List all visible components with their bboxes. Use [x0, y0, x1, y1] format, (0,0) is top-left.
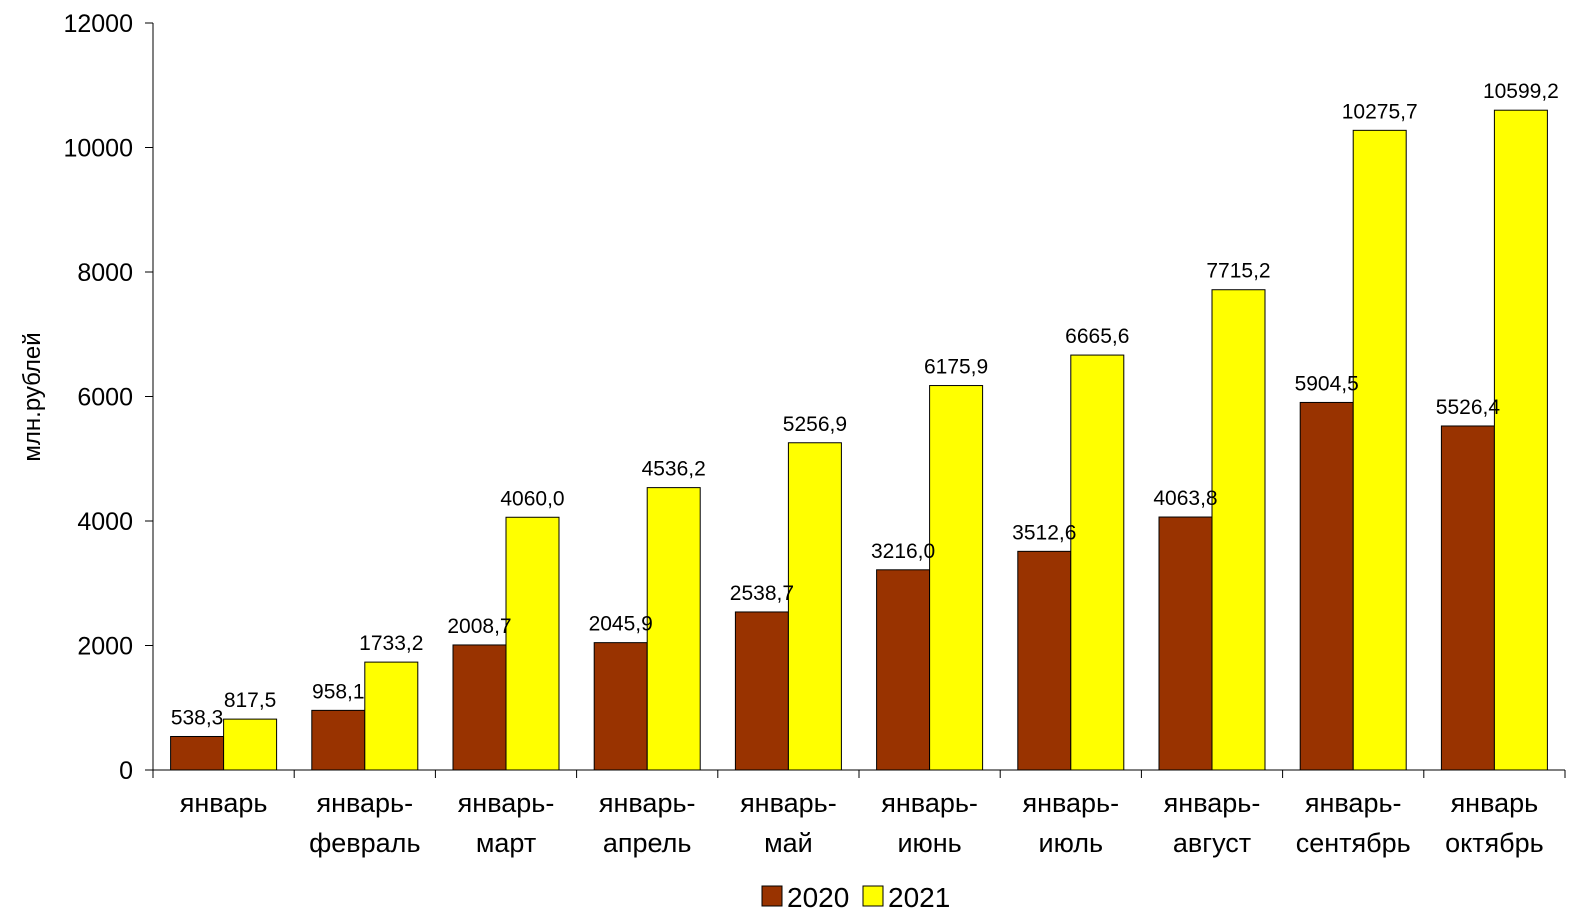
bar-2020	[593, 642, 648, 771]
data-label: 5526,4	[1436, 396, 1501, 419]
data-label: 2045,9	[589, 613, 653, 636]
bar-2021	[1352, 129, 1407, 771]
bars	[170, 109, 1548, 771]
y-axis-title: млн.рублей	[19, 332, 46, 461]
data-label: 958,1	[312, 680, 365, 703]
y-tick-label: 2000	[77, 633, 133, 661]
x-tick-label: январь-	[316, 788, 413, 818]
x-tick-label: октябрь	[1445, 828, 1544, 858]
bar-2021	[505, 516, 560, 771]
data-label: 4063,8	[1153, 487, 1217, 510]
x-tick-label: февраль	[309, 828, 420, 858]
bar-2021	[1493, 109, 1548, 771]
legend-swatch	[862, 885, 884, 907]
bar-2021	[1211, 289, 1266, 771]
bar-2021	[223, 718, 278, 771]
data-label: 2538,7	[730, 582, 794, 605]
data-label: 6175,9	[924, 356, 988, 379]
bar-2020	[311, 709, 366, 771]
y-tick-label: 12000	[63, 10, 133, 38]
bar-2021	[364, 661, 419, 771]
data-label: 3512,6	[1012, 521, 1076, 544]
bar-2020	[734, 611, 789, 771]
legend-swatch	[761, 885, 783, 907]
data-label: 2008,7	[447, 615, 511, 638]
x-tick-label: март	[476, 828, 536, 858]
x-tick-label: январь-	[458, 788, 555, 818]
legend: 2020 2021	[761, 882, 950, 913]
data-label: 3216,0	[871, 540, 935, 563]
bar-2020	[1440, 425, 1495, 771]
bar-2020	[170, 735, 225, 771]
y-axis: 0 2000 4000 6000 8000 10000 12000	[63, 10, 154, 785]
bar-2020	[876, 569, 931, 771]
bar-2021	[929, 385, 984, 771]
bar-2020	[1158, 516, 1213, 771]
bar-2020	[1299, 401, 1354, 771]
x-axis: январь январь-февраль январь-март январь-ап…	[152, 769, 1566, 858]
x-tick-label: сентябрь	[1296, 828, 1411, 858]
x-tick-label: июль	[1039, 828, 1104, 858]
x-tick-label: январь-	[1305, 788, 1402, 818]
legend-label: 2020	[787, 882, 849, 913]
bar-2021	[1070, 354, 1125, 771]
bar-2020	[452, 644, 507, 771]
bar-2021	[787, 442, 842, 771]
x-tick-label: май	[764, 828, 813, 858]
bar-2021	[646, 487, 701, 771]
x-tick-label: апрель	[603, 828, 692, 858]
data-label: 5256,9	[783, 413, 847, 436]
y-tick-label: 4000	[77, 508, 133, 536]
x-tick-label: январь	[1451, 788, 1539, 818]
y-tick-label: 6000	[77, 384, 133, 412]
data-label: 4536,2	[642, 458, 706, 481]
y-tick-label: 8000	[77, 259, 133, 287]
x-tick-label: январь-	[1022, 788, 1119, 818]
data-label: 4060,0	[500, 487, 564, 510]
legend-label: 2021	[888, 882, 950, 913]
data-label: 817,5	[224, 689, 277, 712]
x-tick-label: июнь	[897, 828, 961, 858]
x-tick-label: январь-	[881, 788, 978, 818]
x-tick-label: август	[1173, 828, 1251, 858]
data-label: 538,3	[171, 706, 224, 729]
y-tick-label: 0	[119, 757, 133, 785]
data-label: 5904,5	[1295, 372, 1359, 395]
x-tick-label: январь-	[740, 788, 837, 818]
data-label: 6665,6	[1065, 325, 1129, 348]
x-tick-label: январь	[180, 788, 268, 818]
x-tick-label: январь-	[599, 788, 696, 818]
data-label: 7715,2	[1206, 260, 1270, 283]
x-tick-label: январь-	[1164, 788, 1261, 818]
bar-2020	[1017, 550, 1072, 771]
data-label: 10275,7	[1342, 100, 1418, 123]
data-label: 10599,2	[1483, 80, 1559, 103]
y-tick-label: 10000	[63, 135, 133, 163]
data-label: 1733,2	[359, 632, 423, 655]
